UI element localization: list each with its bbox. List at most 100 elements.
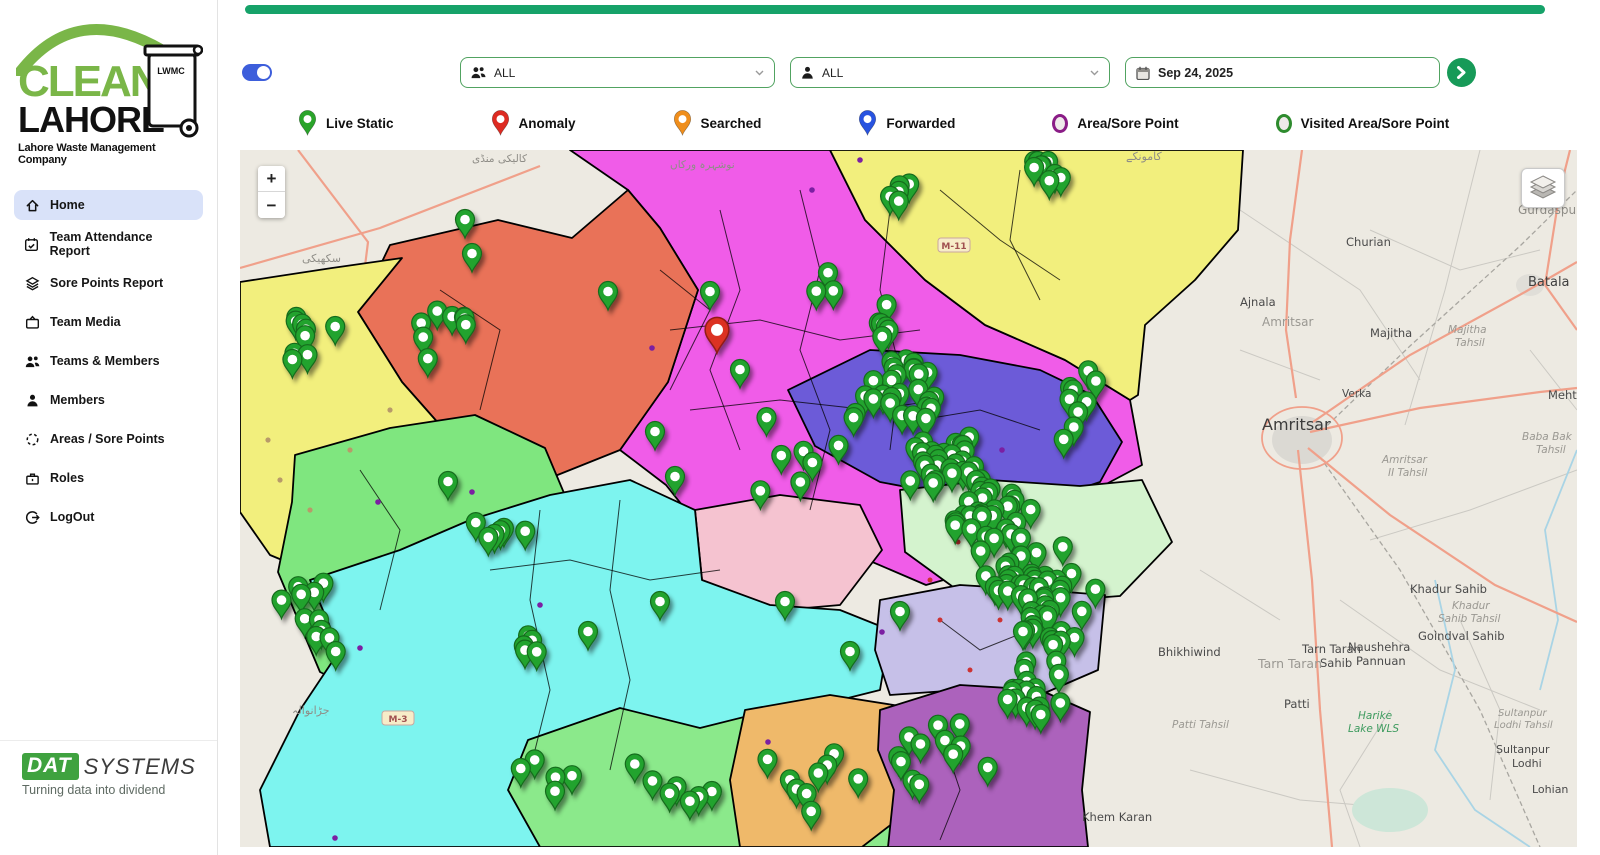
live-static-pin[interactable] bbox=[1030, 703, 1051, 735]
live-static-pin[interactable] bbox=[526, 641, 547, 673]
live-static-pin[interactable] bbox=[1010, 527, 1032, 559]
live-static-pin[interactable] bbox=[701, 780, 722, 812]
live-static-pin[interactable] bbox=[1063, 416, 1084, 448]
team-filter-select[interactable]: ALL bbox=[460, 57, 775, 88]
live-static-pin[interactable] bbox=[454, 208, 476, 240]
live-static-pin[interactable] bbox=[806, 280, 827, 312]
live-static-pin[interactable] bbox=[325, 640, 346, 672]
sidebar-item-team-media[interactable]: Team Media bbox=[14, 307, 203, 337]
live-static-pin[interactable] bbox=[872, 326, 893, 357]
live-static-pin[interactable] bbox=[624, 753, 645, 785]
live-toggle[interactable] bbox=[242, 64, 272, 81]
live-static-pin[interactable] bbox=[802, 451, 823, 483]
sidebar-item-members[interactable]: Members bbox=[14, 385, 203, 415]
live-static-pin[interactable] bbox=[880, 392, 901, 424]
live-static-pin[interactable] bbox=[544, 780, 566, 812]
live-static-pin[interactable] bbox=[1085, 578, 1106, 610]
live-static-pin[interactable] bbox=[659, 782, 680, 814]
live-static-pin[interactable] bbox=[294, 325, 316, 357]
live-static-pin[interactable] bbox=[577, 620, 599, 652]
live-static-pin[interactable] bbox=[828, 434, 849, 466]
live-static-pin[interactable] bbox=[941, 462, 963, 494]
layers-button[interactable] bbox=[1521, 168, 1565, 208]
sidebar-item-sore-points-report[interactable]: Sore Points Report bbox=[14, 268, 203, 298]
live-static-pin[interactable] bbox=[417, 348, 438, 379]
live-static-pin[interactable] bbox=[644, 420, 666, 452]
live-static-pin[interactable] bbox=[729, 358, 751, 390]
live-static-pin[interactable] bbox=[943, 743, 964, 775]
live-static-pin[interactable] bbox=[790, 471, 811, 503]
live-static-pin[interactable] bbox=[271, 589, 292, 621]
live-static-pin[interactable] bbox=[1048, 663, 1070, 695]
live-static-pin[interactable] bbox=[808, 762, 829, 794]
live-static-pin[interactable] bbox=[923, 472, 944, 504]
live-static-pin[interactable] bbox=[597, 280, 619, 312]
sidebar-item-logout[interactable]: LogOut bbox=[14, 502, 203, 532]
live-static-pin[interactable] bbox=[771, 444, 792, 476]
live-static-pin[interactable] bbox=[679, 790, 700, 822]
date-picker[interactable]: Sep 24, 2025 bbox=[1125, 57, 1440, 88]
live-static-pin[interactable] bbox=[478, 526, 499, 558]
live-static-pin[interactable] bbox=[1059, 388, 1080, 420]
live-static-pin[interactable] bbox=[983, 527, 1005, 559]
live-static-pin[interactable] bbox=[909, 773, 930, 805]
live-static-pin[interactable] bbox=[910, 733, 931, 765]
map-canvas[interactable]: M-11 M-3 Gurdaspur Churian Batala Ajnala Amrit… bbox=[240, 150, 1577, 847]
go-button[interactable] bbox=[1447, 58, 1476, 87]
live-static-pin[interactable] bbox=[801, 800, 822, 832]
sidebar-item-team-attendance-report[interactable]: Team Attendance Report bbox=[14, 229, 203, 259]
live-static-pin[interactable] bbox=[750, 480, 771, 512]
live-static-pin[interactable] bbox=[1012, 620, 1034, 652]
live-static-pin[interactable] bbox=[1052, 536, 1073, 568]
live-static-pin[interactable] bbox=[1085, 370, 1107, 402]
live-static-pin[interactable] bbox=[642, 770, 663, 802]
live-static-pin[interactable] bbox=[888, 190, 909, 222]
sidebar-item-roles[interactable]: Roles bbox=[14, 463, 203, 493]
live-static-pin[interactable] bbox=[774, 590, 796, 622]
live-static-pin[interactable] bbox=[876, 294, 897, 326]
sidebar-item-home[interactable]: Home bbox=[14, 190, 203, 220]
live-static-pin[interactable] bbox=[796, 782, 817, 814]
live-static-pin[interactable] bbox=[510, 757, 531, 789]
live-static-pin[interactable] bbox=[997, 688, 1018, 720]
live-static-pin[interactable] bbox=[515, 520, 536, 552]
live-static-pin[interactable] bbox=[664, 465, 686, 497]
live-static-pin[interactable] bbox=[848, 768, 869, 800]
live-static-pin[interactable] bbox=[908, 363, 929, 395]
live-static-pin[interactable] bbox=[1039, 170, 1060, 202]
live-static-pin[interactable] bbox=[455, 314, 476, 346]
live-static-pin[interactable] bbox=[900, 470, 921, 502]
live-static-pin[interactable] bbox=[699, 280, 721, 312]
live-static-pin[interactable] bbox=[1023, 156, 1045, 188]
live-static-pin[interactable] bbox=[889, 600, 911, 632]
live-static-pin[interactable] bbox=[823, 280, 844, 312]
live-static-pin[interactable] bbox=[915, 407, 937, 439]
sidebar-item-areas-sore-points[interactable]: Areas / Sore Points bbox=[14, 424, 203, 454]
live-static-pin[interactable] bbox=[949, 713, 970, 745]
live-static-pin[interactable] bbox=[282, 348, 303, 380]
zoom-in-button[interactable]: + bbox=[258, 166, 285, 192]
live-static-pin[interactable] bbox=[325, 315, 346, 347]
live-static-pin[interactable] bbox=[437, 470, 459, 502]
live-static-pin[interactable] bbox=[1071, 600, 1092, 632]
live-static-pin[interactable] bbox=[817, 262, 839, 294]
live-static-pin[interactable] bbox=[757, 748, 778, 780]
anomaly-pin[interactable] bbox=[704, 316, 730, 356]
live-static-pin[interactable] bbox=[1050, 692, 1071, 724]
live-static-pin[interactable] bbox=[1042, 634, 1064, 666]
live-static-pin[interactable] bbox=[291, 583, 312, 615]
live-static-pin[interactable] bbox=[843, 407, 864, 438]
live-static-pin[interactable] bbox=[977, 756, 998, 788]
live-static-pin[interactable] bbox=[970, 540, 991, 572]
sidebar-item-teams-members[interactable]: Teams & Members bbox=[14, 346, 203, 376]
member-filter-select[interactable]: ALL bbox=[790, 57, 1110, 88]
live-static-pin[interactable] bbox=[413, 326, 434, 358]
toggle-knob bbox=[257, 66, 270, 79]
live-static-pin[interactable] bbox=[461, 242, 483, 274]
live-static-pin[interactable] bbox=[890, 750, 912, 782]
live-static-pin[interactable] bbox=[1053, 428, 1074, 460]
live-static-pin[interactable] bbox=[839, 640, 861, 672]
live-static-pin[interactable] bbox=[649, 590, 671, 622]
live-static-pin[interactable] bbox=[756, 407, 777, 438]
zoom-out-button[interactable]: − bbox=[258, 192, 285, 218]
